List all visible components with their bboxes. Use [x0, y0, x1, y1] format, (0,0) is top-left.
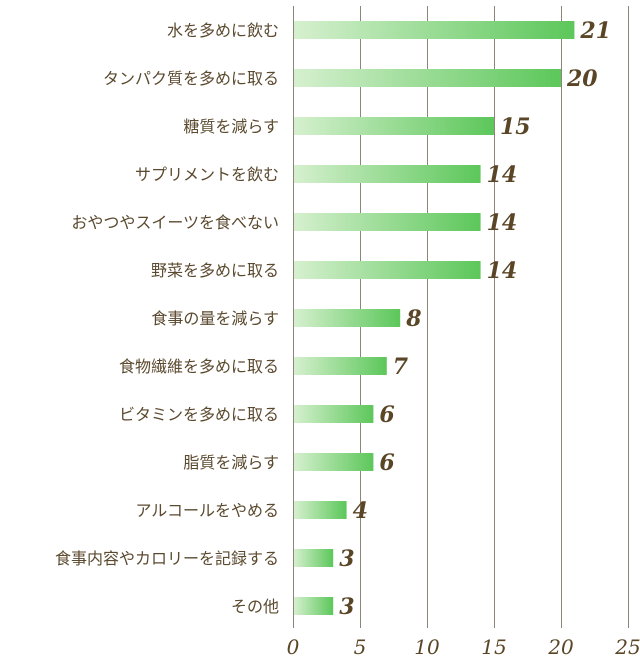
bar-2 [294, 69, 561, 87]
value-label-6: 14 [487, 258, 518, 284]
category-label-12: 食事内容やカロリーを記録する [55, 549, 279, 568]
category-label-8: 食物繊維を多めに取る [119, 357, 279, 376]
bar-13 [294, 597, 334, 615]
category-label-7: 食事の量を減らす [151, 309, 279, 328]
x-tick-label-5: 5 [354, 635, 367, 659]
category-label-5: おやつやスイーツを食べない [71, 213, 279, 232]
value-label-11: 4 [353, 498, 368, 524]
value-label-5: 14 [487, 210, 518, 236]
category-label-4: サプリメントを飲む [135, 165, 279, 184]
bar-8 [294, 357, 387, 375]
category-label-9: ビタミンを多めに取る [119, 405, 279, 424]
category-label-3: 糖質を減らす [183, 117, 279, 136]
bars [294, 21, 575, 615]
category-label-6: 野菜を多めに取る [151, 261, 279, 280]
category-label-2: タンパク質を多めに取る [103, 69, 279, 88]
x-tick-label-15: 15 [481, 635, 506, 659]
category-label-1: 水を多めに飲む [167, 21, 279, 40]
category-labels: 水を多めに飲むタンパク質を多めに取る糖質を減らすサプリメントを飲むおやつやスイー… [55, 21, 279, 616]
bar-10 [294, 453, 374, 471]
bar-9 [294, 405, 374, 423]
x-tick-label-20: 20 [547, 635, 574, 659]
bar-7 [294, 309, 401, 327]
category-label-13: その他 [231, 597, 279, 616]
x-tick-label-0: 0 [287, 635, 300, 659]
value-label-1: 21 [579, 18, 611, 44]
category-label-11: アルコールをやめる [135, 501, 279, 520]
value-label-8: 7 [393, 354, 409, 380]
bar-11 [294, 501, 347, 519]
grid [293, 6, 629, 628]
value-label-10: 6 [379, 450, 394, 476]
category-label-10: 脂質を減らす [183, 453, 279, 472]
value-label-4: 14 [487, 162, 518, 188]
value-label-3: 15 [500, 114, 531, 140]
value-label-12: 3 [339, 546, 354, 572]
x-tick-label-10: 10 [414, 635, 440, 659]
bar-6 [294, 261, 481, 279]
bar-12 [294, 549, 334, 567]
x-axis-ticks: 0 5 10 15 20 25 [287, 635, 640, 659]
bar-1 [294, 21, 575, 39]
value-label-13: 3 [339, 594, 354, 620]
value-label-7: 8 [405, 306, 421, 332]
x-tick-label-25: 25 [614, 635, 640, 659]
value-label-2: 20 [566, 66, 598, 92]
bar-3 [294, 117, 494, 135]
bar-4 [294, 165, 481, 183]
value-label-9: 6 [379, 402, 394, 428]
bar-5 [294, 213, 481, 231]
